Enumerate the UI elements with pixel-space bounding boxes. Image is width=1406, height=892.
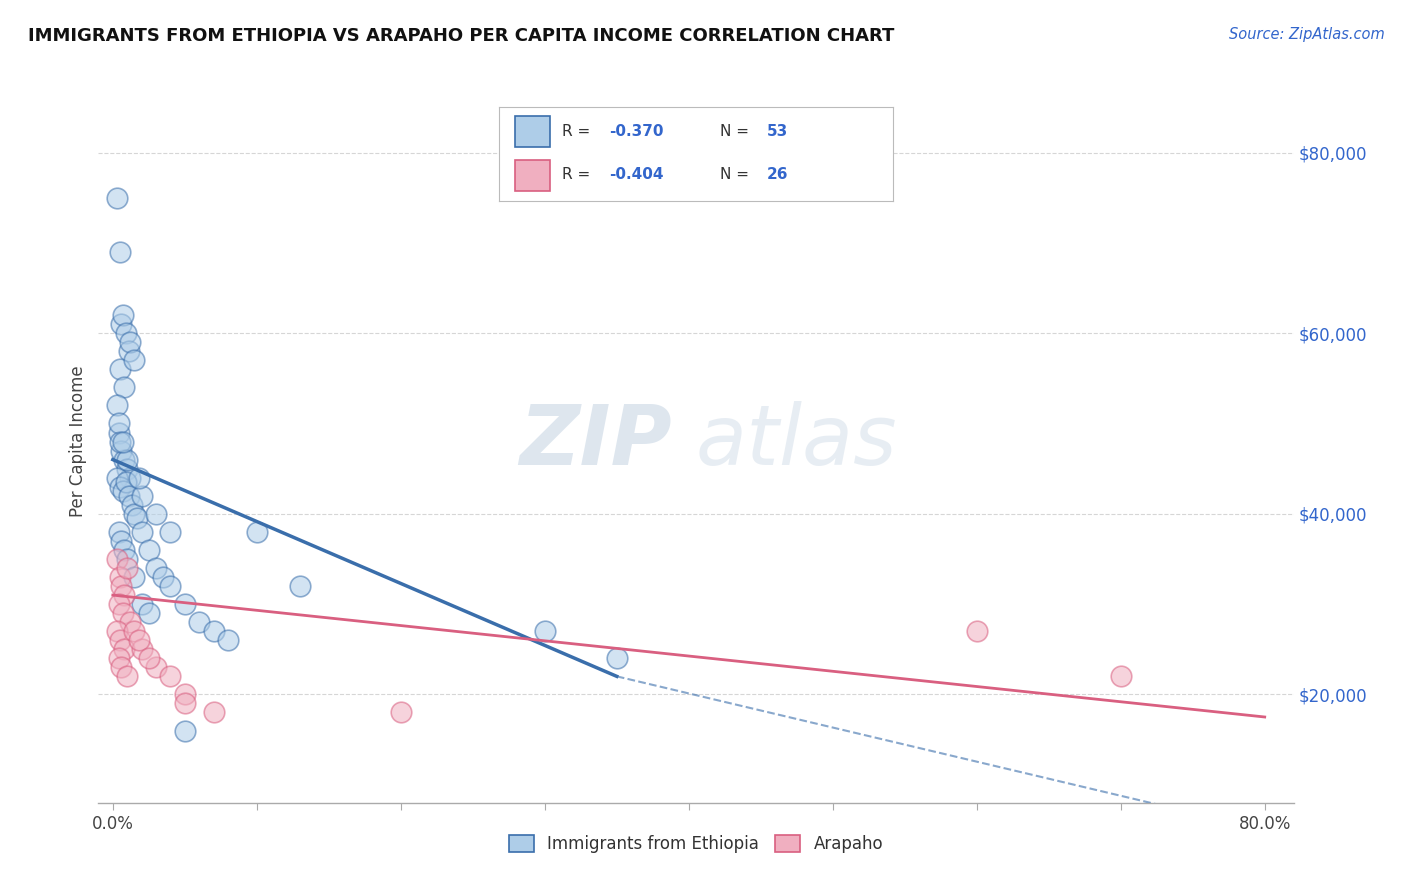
Point	[115, 561, 138, 575]
Point	[159, 669, 181, 683]
Point	[120, 470, 142, 484]
Point	[120, 615, 142, 630]
Text: Source: ZipAtlas.com: Source: ZipAtlas.com	[1229, 27, 1385, 42]
Point	[108, 244, 131, 259]
Point	[110, 317, 132, 331]
Point	[145, 507, 167, 521]
Point	[127, 511, 149, 525]
Point	[138, 651, 160, 665]
Point	[124, 570, 146, 584]
Text: -0.404: -0.404	[609, 167, 664, 182]
Point	[202, 706, 225, 720]
Point	[105, 398, 128, 412]
Point	[533, 624, 555, 639]
Text: 26: 26	[766, 167, 789, 182]
Point	[111, 308, 134, 322]
Point	[107, 597, 129, 611]
Point	[111, 606, 134, 620]
Point	[145, 561, 167, 575]
Point	[128, 633, 150, 648]
Text: ZIP: ZIP	[519, 401, 672, 482]
Point	[288, 579, 311, 593]
Point	[108, 480, 131, 494]
Point	[118, 344, 141, 359]
Point	[120, 335, 142, 350]
Text: R =: R =	[562, 167, 595, 182]
Point	[138, 542, 160, 557]
Point	[112, 452, 135, 467]
Point	[112, 588, 135, 602]
Bar	[515, 116, 550, 147]
Point	[108, 362, 131, 376]
Point	[152, 570, 174, 584]
Point	[389, 706, 412, 720]
Point	[173, 687, 195, 701]
Point	[131, 597, 153, 611]
Point	[110, 660, 132, 674]
Point	[107, 417, 129, 431]
Point	[107, 524, 129, 539]
Point	[105, 624, 128, 639]
Point	[115, 669, 138, 683]
Point	[111, 434, 134, 449]
Text: N =: N =	[720, 124, 754, 139]
Point	[107, 425, 129, 440]
Point	[107, 651, 129, 665]
Point	[131, 524, 153, 539]
Point	[1109, 669, 1132, 683]
Point	[128, 470, 150, 484]
Point	[105, 191, 128, 205]
Legend: Immigrants from Ethiopia, Arapaho: Immigrants from Ethiopia, Arapaho	[502, 828, 890, 860]
Point	[124, 624, 146, 639]
Point	[131, 642, 153, 657]
Point	[966, 624, 988, 639]
Point	[115, 461, 138, 475]
Text: -0.370: -0.370	[609, 124, 664, 139]
Point	[115, 452, 138, 467]
Point	[173, 723, 195, 738]
Point	[108, 570, 131, 584]
Point	[118, 489, 141, 503]
Point	[202, 624, 225, 639]
Point	[108, 633, 131, 648]
Point	[110, 443, 132, 458]
Text: 53: 53	[766, 124, 789, 139]
Point	[110, 533, 132, 548]
Bar	[515, 161, 550, 191]
Point	[188, 615, 211, 630]
Point	[124, 353, 146, 368]
Point	[114, 475, 136, 490]
Point	[217, 633, 239, 648]
Point	[115, 552, 138, 566]
Point	[138, 606, 160, 620]
Point	[112, 542, 135, 557]
Text: atlas: atlas	[696, 401, 897, 482]
Point	[110, 579, 132, 593]
Point	[131, 489, 153, 503]
Point	[112, 380, 135, 394]
Y-axis label: Per Capita Income: Per Capita Income	[69, 366, 87, 517]
Text: R =: R =	[562, 124, 595, 139]
Point	[124, 507, 146, 521]
Point	[108, 434, 131, 449]
Point	[145, 660, 167, 674]
Point	[111, 484, 134, 499]
Point	[173, 697, 195, 711]
Point	[121, 498, 143, 512]
Point	[606, 651, 628, 665]
Point	[112, 642, 135, 657]
Text: N =: N =	[720, 167, 754, 182]
Point	[173, 597, 195, 611]
Point	[114, 326, 136, 340]
Point	[246, 524, 269, 539]
Point	[159, 579, 181, 593]
Text: IMMIGRANTS FROM ETHIOPIA VS ARAPAHO PER CAPITA INCOME CORRELATION CHART: IMMIGRANTS FROM ETHIOPIA VS ARAPAHO PER …	[28, 27, 894, 45]
Point	[159, 524, 181, 539]
Point	[105, 552, 128, 566]
Point	[105, 470, 128, 484]
